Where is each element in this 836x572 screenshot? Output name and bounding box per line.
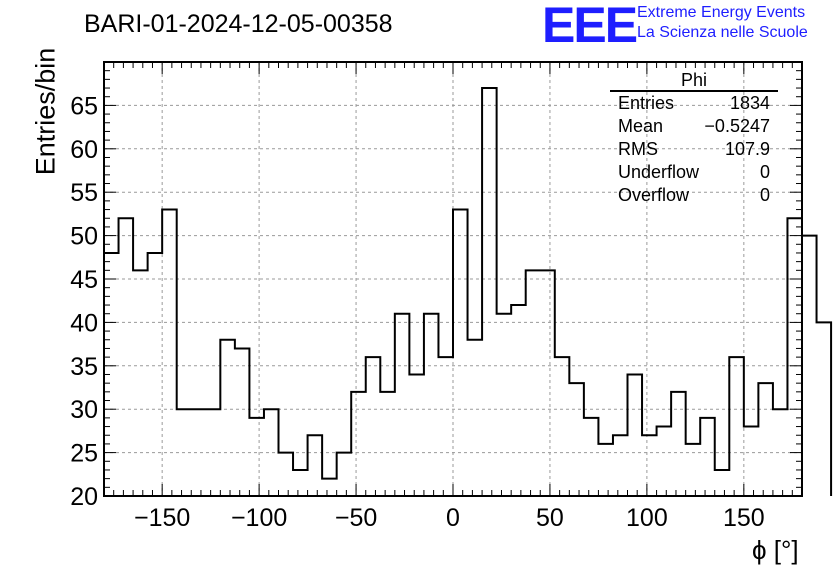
histogram-bin [380, 392, 395, 496]
histogram-bin [119, 218, 134, 496]
x-tick-label: 0 [446, 504, 460, 532]
axis-ticks [104, 61, 802, 497]
chart-title: BARI-01-2024-12-05-00358 [84, 10, 393, 38]
histogram-outline [103, 87, 833, 496]
histogram-bin [686, 444, 701, 496]
histogram-bin [817, 322, 832, 496]
histogram-bin [148, 253, 163, 496]
stats-row-entries: Entries 1834 [610, 92, 778, 115]
histogram-bin [758, 383, 773, 496]
x-tick-label: −50 [335, 504, 377, 532]
histogram-bin [569, 383, 584, 496]
y-tick-label: 35 [70, 353, 98, 381]
y-tick-label: 55 [70, 179, 98, 207]
histogram-bin [715, 470, 730, 496]
x-axis-label: ϕ [°] [752, 535, 799, 565]
stats-label: Overflow [618, 185, 690, 205]
x-tick-label: −150 [134, 504, 190, 532]
y-tick-label: 45 [70, 266, 98, 294]
stats-title: Phi [610, 70, 778, 92]
histogram-bin [293, 470, 308, 496]
x-tick-label: 50 [536, 504, 564, 532]
histogram-bin [773, 409, 788, 496]
stats-value: 1834 [729, 93, 770, 113]
eee-logo: EEE [542, 0, 638, 53]
brand-line-1: Extreme Energy Events [637, 4, 806, 21]
y-tick-label: 30 [70, 396, 98, 424]
brand-line-2: La Scienza nelle Scuole [637, 24, 808, 41]
histogram-bin [657, 427, 672, 496]
x-tick-label: 100 [626, 504, 668, 532]
histogram-bin [279, 453, 294, 496]
stats-label: Mean [618, 116, 664, 136]
y-axis-label: Entries/bin [30, 47, 61, 176]
stats-value: 107.9 [724, 139, 770, 159]
y-tick-label: 25 [70, 440, 98, 468]
y-tick-label: 20 [70, 483, 98, 511]
histogram-bin [802, 236, 817, 496]
y-tick-label: 60 [70, 136, 98, 164]
histogram-bin [235, 348, 250, 496]
histogram-bin [497, 314, 512, 496]
stats-row-overflow: Overflow 0 [610, 184, 778, 207]
stats-value: 0 [759, 162, 770, 182]
histogram-bin [409, 374, 424, 496]
histogram-bin [628, 374, 643, 496]
histogram-bin [468, 340, 483, 496]
x-tick-label: 150 [723, 504, 765, 532]
stats-label: Entries [618, 93, 675, 113]
histogram-bin [438, 357, 453, 496]
histogram-bin [366, 357, 381, 496]
histogram-bin [642, 435, 657, 496]
y-tick-label: 40 [70, 309, 98, 337]
stats-label: RMS [618, 139, 658, 159]
stats-box: Phi Entries 1834 Mean −0.5247 RMS 107.9 … [610, 70, 778, 207]
histogram-bin [671, 392, 686, 496]
axis-tick-labels: −150 −100 −50 0 50 100 150 20 25 30 35 40 45 50 55 60 65 [70, 92, 765, 532]
histogram-series [103, 87, 833, 496]
histogram-bin [613, 435, 628, 496]
stats-label: Underflow [618, 162, 700, 182]
histogram-bin [584, 418, 599, 496]
histogram-bin [249, 418, 264, 496]
histogram-bin [526, 270, 541, 496]
histogram-bin [395, 314, 410, 496]
histogram-bin [191, 409, 206, 496]
stats-value: 0 [759, 185, 770, 205]
histogram-bin [729, 357, 744, 496]
stats-row-mean: Mean −0.5247 [610, 115, 778, 138]
stats-row-rms: RMS 107.9 [610, 138, 778, 161]
histogram-bin [744, 427, 759, 496]
histogram-bin [308, 435, 323, 496]
histogram-bin [133, 270, 148, 496]
histogram-bin [511, 305, 526, 496]
histogram-bin [351, 392, 366, 496]
histogram-bin [598, 444, 613, 496]
y-tick-label: 65 [70, 92, 98, 120]
histogram-bin [555, 357, 570, 496]
histogram-bin [322, 479, 337, 496]
histogram-bin [700, 418, 715, 496]
histogram-bin [424, 314, 439, 496]
x-tick-label: −100 [231, 504, 287, 532]
y-tick-label: 50 [70, 223, 98, 251]
stats-value: −0.5247 [704, 116, 770, 136]
histogram-bin [337, 453, 352, 496]
histogram-bin [540, 270, 555, 496]
histogram-bin [220, 340, 235, 496]
stats-row-underflow: Underflow 0 [610, 161, 778, 184]
